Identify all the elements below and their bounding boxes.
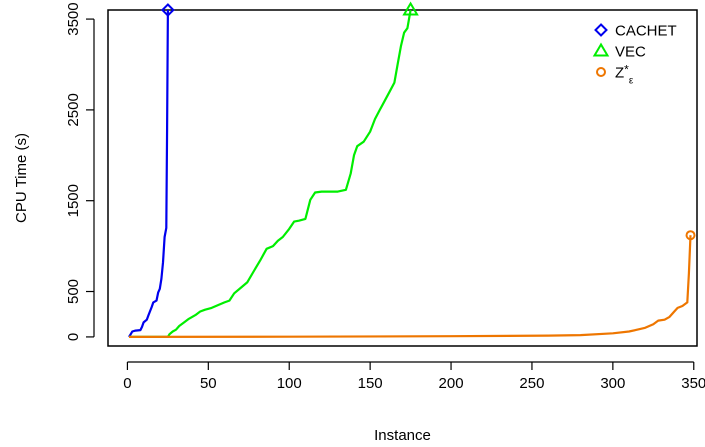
- series-line-cachet: [128, 9, 169, 338]
- x-tick-label: 100: [277, 375, 302, 392]
- y-tick-label: 0: [65, 333, 82, 341]
- x-tick-label: 50: [200, 375, 217, 392]
- y-tick-label: 1500: [65, 184, 82, 217]
- series-end-marker: [685, 230, 696, 241]
- legend-marker: [592, 42, 610, 57]
- x-tick-label: 350: [681, 375, 705, 392]
- series-line-vec: [129, 9, 412, 338]
- y-tick-label: 500: [65, 279, 82, 304]
- series-layer: [128, 1, 696, 338]
- legend-label: CACHET: [615, 23, 677, 40]
- y-axis-title: CPU Time (s): [13, 133, 30, 223]
- legend-marker: [596, 67, 606, 77]
- x-tick-label: 200: [439, 375, 464, 392]
- plot-area: [107, 9, 698, 347]
- legend-marker: [594, 23, 608, 37]
- legend: CACHET VEC Z*ε: [592, 23, 677, 87]
- legend-item: VEC: [592, 42, 646, 61]
- y-tick-label: 2500: [65, 93, 82, 126]
- x-tick-label: 250: [519, 375, 544, 392]
- x-tick-label: 150: [358, 375, 383, 392]
- series-line-z: [128, 235, 692, 338]
- legend-label: VEC: [615, 44, 646, 61]
- x-tick-label: 300: [600, 375, 625, 392]
- x-axis-title: Instance: [374, 427, 431, 444]
- legend-label: Z*ε: [615, 63, 634, 87]
- series-end-marker: [402, 1, 419, 16]
- legend-item: Z*ε: [596, 63, 634, 87]
- y-axis: 0 500 1500 2500 3500: [65, 2, 95, 341]
- plot-frame: [107, 9, 698, 347]
- x-tick-label: 0: [123, 375, 131, 392]
- y-tick-label: 3500: [65, 2, 82, 35]
- x-axis: 0 50 100 150 200 250 300 350: [123, 361, 705, 392]
- legend-item: CACHET: [594, 23, 677, 40]
- series-end-marker: [160, 3, 175, 17]
